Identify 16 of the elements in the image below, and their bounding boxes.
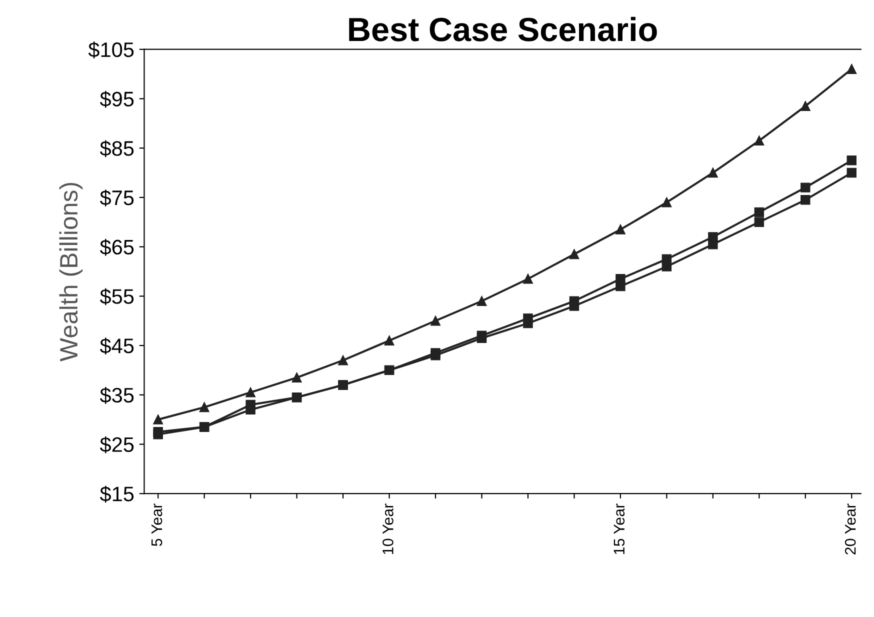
x-tick-label: 15 Year <box>614 504 625 554</box>
y-tick-label: $95 <box>100 90 134 108</box>
y-tick-label: $25 <box>100 436 134 454</box>
y-tick-label: $15 <box>100 486 134 503</box>
x-tick-label: 5 Year <box>152 504 162 546</box>
y-axis-title: Wealth (Billions) <box>59 182 83 362</box>
y-tick-label: $35 <box>100 387 134 404</box>
x-tick-label: 10 Year <box>382 504 394 554</box>
y-tick-label: $75 <box>100 190 134 206</box>
y-tick-label: $45 <box>100 338 134 355</box>
y-tick-label: $85 <box>100 140 134 158</box>
y-tick-label: $55 <box>100 288 134 306</box>
y-tick-label: $65 <box>100 238 134 256</box>
chart-title: Best Case Scenario <box>349 16 657 42</box>
x-tick-label: 20 Year <box>844 504 856 554</box>
y-tick-label: $105 <box>88 41 134 58</box>
